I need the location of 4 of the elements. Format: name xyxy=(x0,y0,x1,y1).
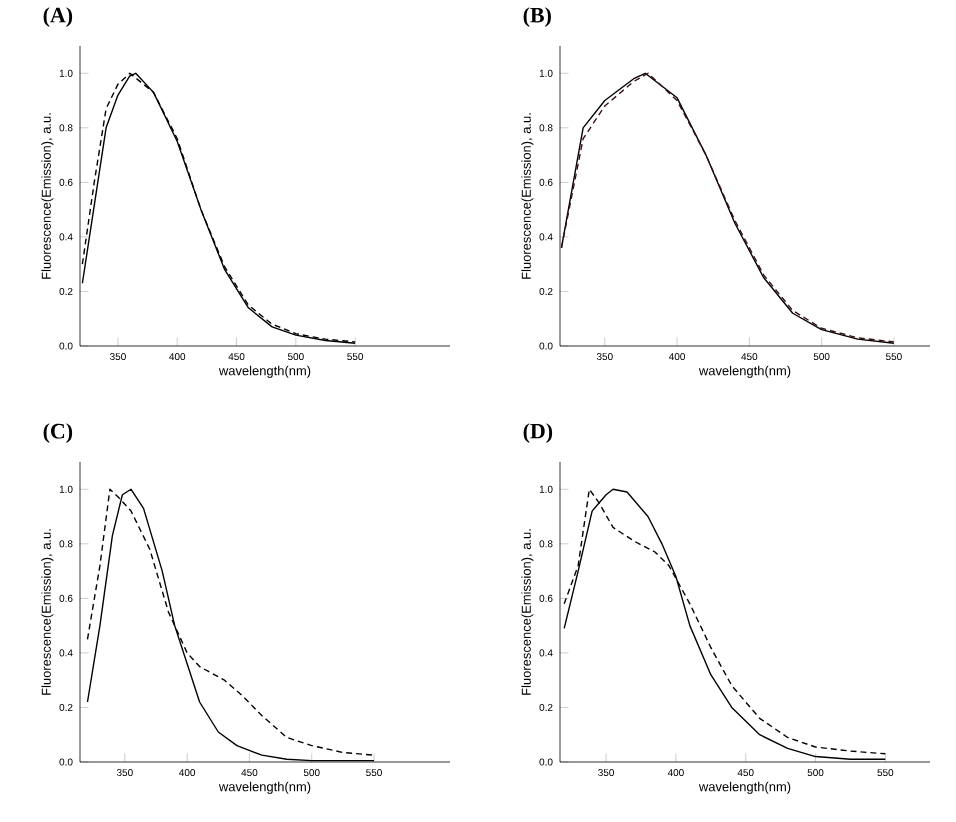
chart-title: (D) xyxy=(523,423,553,443)
chart-title: (A) xyxy=(43,7,73,27)
chart-title: (B) xyxy=(523,7,551,27)
chart-title: (C) xyxy=(43,423,73,443)
